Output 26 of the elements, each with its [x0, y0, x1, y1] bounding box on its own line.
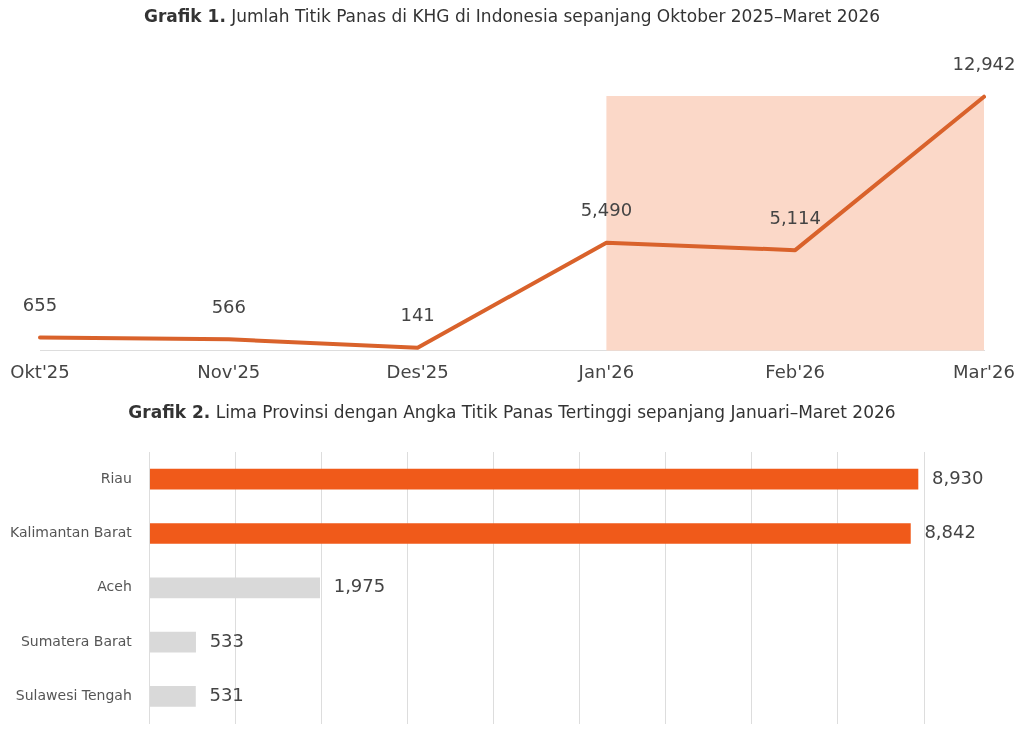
- data-label: 655: [22, 294, 58, 316]
- bar: [149, 468, 919, 490]
- data-label: 5,114: [769, 206, 821, 228]
- chart-title: Grafik 2. Lima Provinsi dengan Angka Titik Panas Tertinggi sepanjang Januari–Maret 2026: [127, 401, 897, 422]
- data-label: 566: [211, 295, 246, 317]
- data-label: 8,842: [924, 521, 976, 543]
- x-tick-label: Nov'25: [197, 360, 261, 382]
- data-label: 533: [209, 629, 244, 651]
- y-tick-label: Kalimantan Barat: [9, 524, 133, 541]
- x-tick-label: Mar'26: [953, 360, 1015, 382]
- data-label: 8,930: [931, 466, 984, 488]
- data-label: 1,975: [333, 575, 386, 597]
- data-label: 12,942: [952, 53, 1016, 75]
- y-tick-label: Riau: [100, 469, 132, 486]
- data-label: 5,490: [580, 199, 633, 221]
- y-tick-label: Sumatera Barat: [20, 632, 133, 649]
- y-tick-label: Sulawesi Tengah: [15, 687, 132, 704]
- x-tick-label: Okt'25: [10, 360, 70, 382]
- bar: [149, 523, 911, 544]
- x-tick-label: Des'25: [386, 360, 449, 382]
- y-tick-label: Aceh: [97, 578, 132, 595]
- data-label: 531: [209, 684, 244, 706]
- chart-title: Grafik 1. Jumlah Titik Panas di KHG di Indonesia sepanjang Oktober 2025–Maret 2026: [142, 5, 882, 26]
- x-tick-label: Feb'26: [765, 360, 826, 382]
- x-tick-label: Jan'26: [577, 360, 635, 382]
- data-label: 141: [400, 304, 435, 326]
